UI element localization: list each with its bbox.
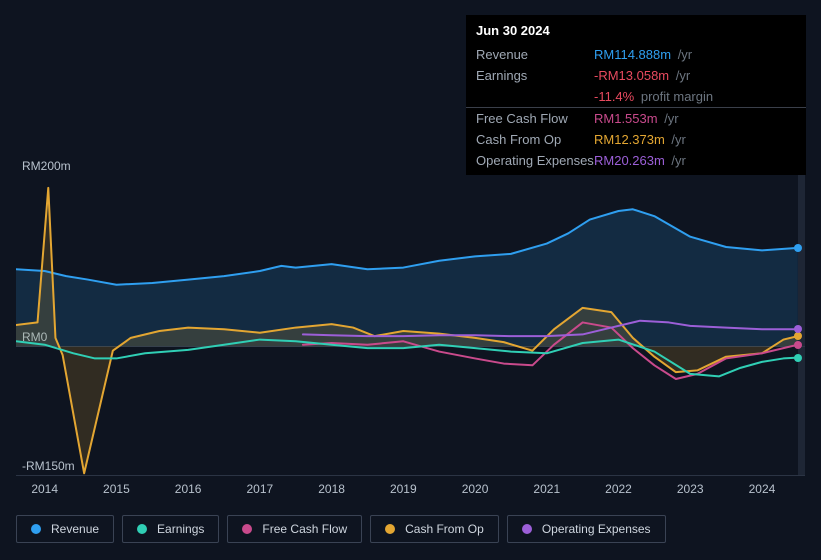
legend-item[interactable]: Revenue (16, 515, 114, 543)
legend-dot-icon (385, 524, 395, 534)
tooltip-row-value: RM20.263m /yr (594, 153, 686, 168)
x-axis-tick: 2021 (533, 482, 560, 496)
legend-item[interactable]: Free Cash Flow (227, 515, 362, 543)
x-axis-tick: 2019 (390, 482, 417, 496)
legend-label: Earnings (157, 522, 204, 536)
series-endpoint-marker (794, 244, 802, 252)
tooltip-row: Cash From OpRM12.373m /yr (466, 129, 806, 150)
tooltip-row-label: Operating Expenses (476, 153, 594, 168)
tooltip-panel: Jun 30 2024 RevenueRM114.888m /yrEarning… (466, 15, 806, 175)
x-axis-tick: 2020 (462, 482, 489, 496)
tooltip-row: -11.4% profit margin (466, 86, 806, 107)
x-axis-tick: 2016 (175, 482, 202, 496)
y-axis-label-max: RM200m (22, 159, 71, 173)
tooltip-row-label: Cash From Op (476, 132, 594, 147)
legend-label: Cash From Op (405, 522, 484, 536)
series-endpoint-marker (794, 325, 802, 333)
x-axis-tick: 2024 (749, 482, 776, 496)
x-axis-tick: 2014 (31, 482, 58, 496)
legend-dot-icon (522, 524, 532, 534)
tooltip-row-value: RM114.888m /yr (594, 47, 692, 62)
series-endpoint-marker (794, 341, 802, 349)
tooltip-row-label (476, 89, 594, 104)
tooltip-row-value: -RM13.058m /yr (594, 68, 690, 83)
x-axis-tick: 2017 (247, 482, 274, 496)
tooltip-row: Operating ExpensesRM20.263m /yr (466, 150, 806, 171)
legend-label: Free Cash Flow (262, 522, 347, 536)
chart-plot-area[interactable] (16, 175, 805, 476)
legend-item[interactable]: Cash From Op (370, 515, 499, 543)
legend-item[interactable]: Earnings (122, 515, 219, 543)
legend-label: Revenue (51, 522, 99, 536)
tooltip-row: RevenueRM114.888m /yr (466, 44, 806, 65)
tooltip-date: Jun 30 2024 (466, 19, 806, 44)
chart-svg (16, 175, 805, 475)
tooltip-row: Earnings-RM13.058m /yr (466, 65, 806, 86)
x-axis-tick: 2022 (605, 482, 632, 496)
tooltip-row-label: Earnings (476, 68, 594, 83)
legend-label: Operating Expenses (542, 522, 651, 536)
x-axis-tick: 2015 (103, 482, 130, 496)
legend-dot-icon (31, 524, 41, 534)
legend: Revenue Earnings Free Cash Flow Cash From O… (16, 515, 666, 543)
chart-container: Jun 30 2024 RevenueRM114.888m /yrEarning… (0, 0, 821, 560)
legend-item[interactable]: Operating Expenses (507, 515, 666, 543)
tooltip-row: Free Cash FlowRM1.553m /yr (466, 107, 806, 129)
tooltip-row-value: RM12.373m /yr (594, 132, 686, 147)
series-endpoint-marker (794, 332, 802, 340)
legend-dot-icon (137, 524, 147, 534)
tooltip-row-label: Revenue (476, 47, 594, 62)
legend-dot-icon (242, 524, 252, 534)
series-area (16, 209, 798, 346)
tooltip-row-value: RM1.553m /yr (594, 111, 679, 126)
x-axis-tick: 2023 (677, 482, 704, 496)
series-endpoint-marker (794, 354, 802, 362)
tooltip-row-value: -11.4% profit margin (594, 89, 713, 104)
x-axis-tick: 2018 (318, 482, 345, 496)
tooltip-row-label: Free Cash Flow (476, 111, 594, 126)
